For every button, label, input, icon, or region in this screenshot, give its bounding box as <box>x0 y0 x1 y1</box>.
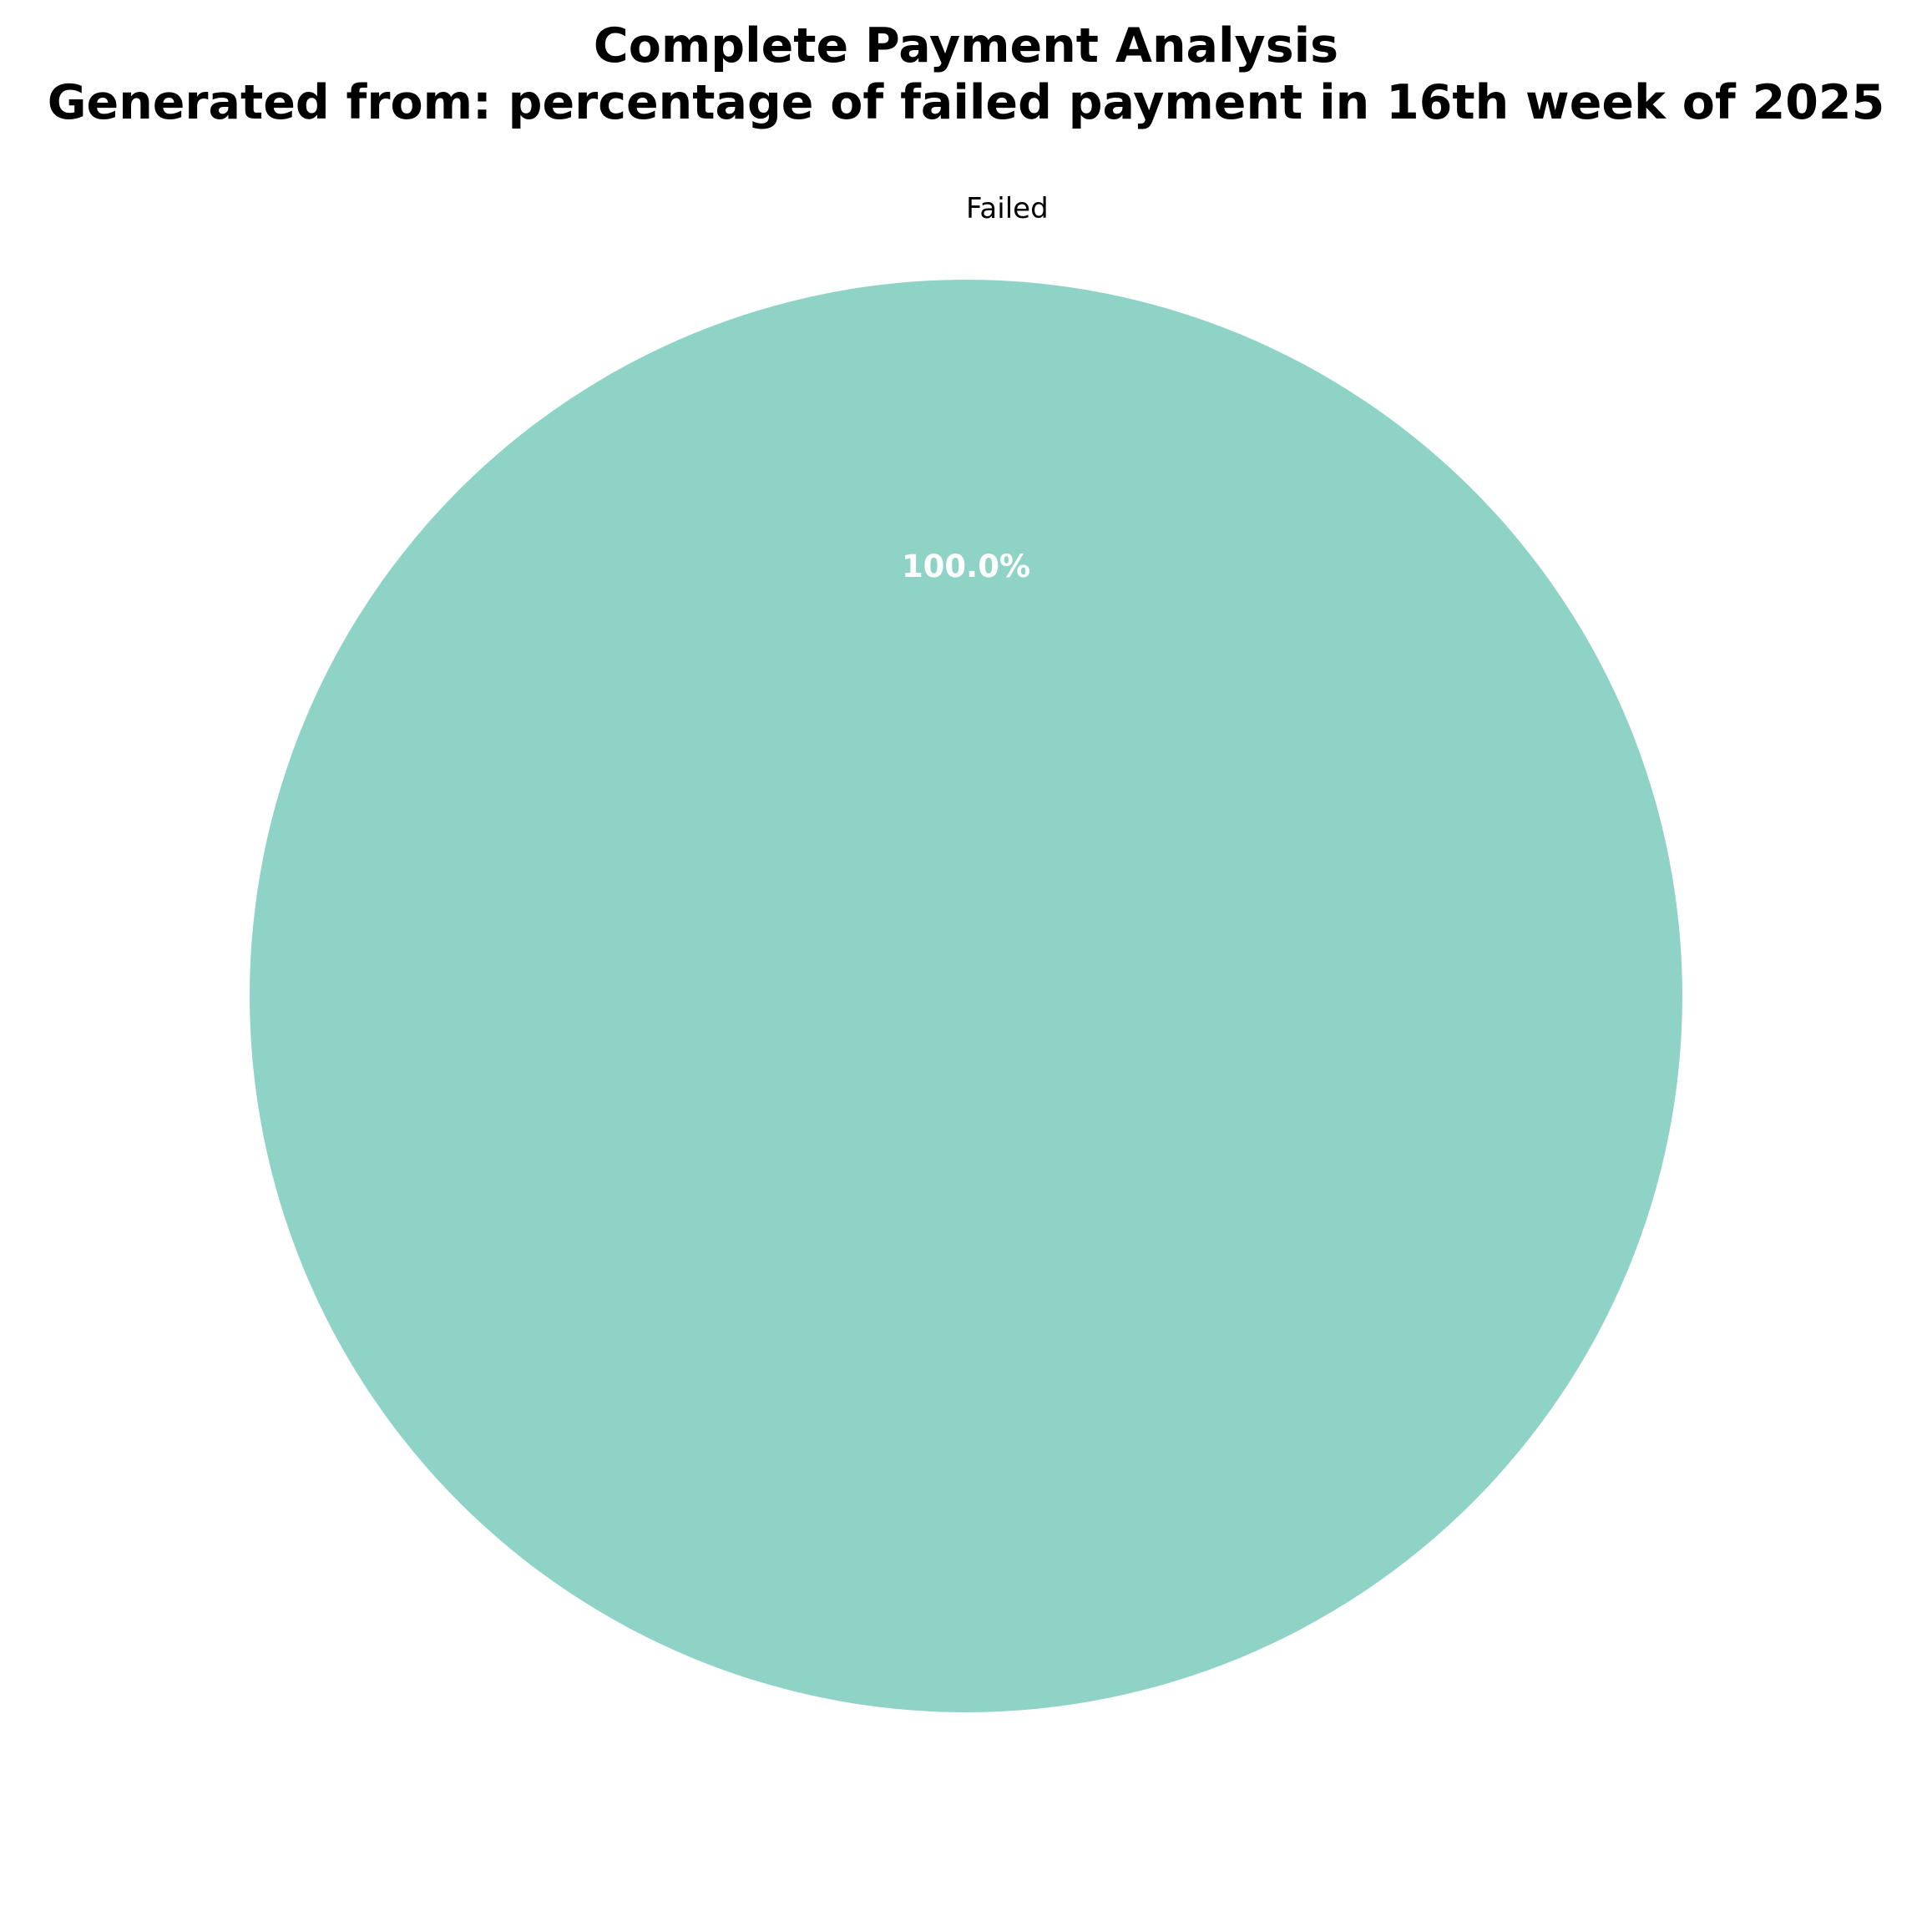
pie-slice-failed <box>250 280 1682 1712</box>
pie-slice-percentage-label: 100.0% <box>902 549 1030 584</box>
pie-slices: 100.0% Failed <box>250 192 1682 1712</box>
pie-slice-label: Failed <box>966 192 1049 225</box>
chart-subtitle: Generated from: percentage of failed pay… <box>48 75 1884 130</box>
chart-title: Complete Payment Analysis <box>594 18 1338 73</box>
